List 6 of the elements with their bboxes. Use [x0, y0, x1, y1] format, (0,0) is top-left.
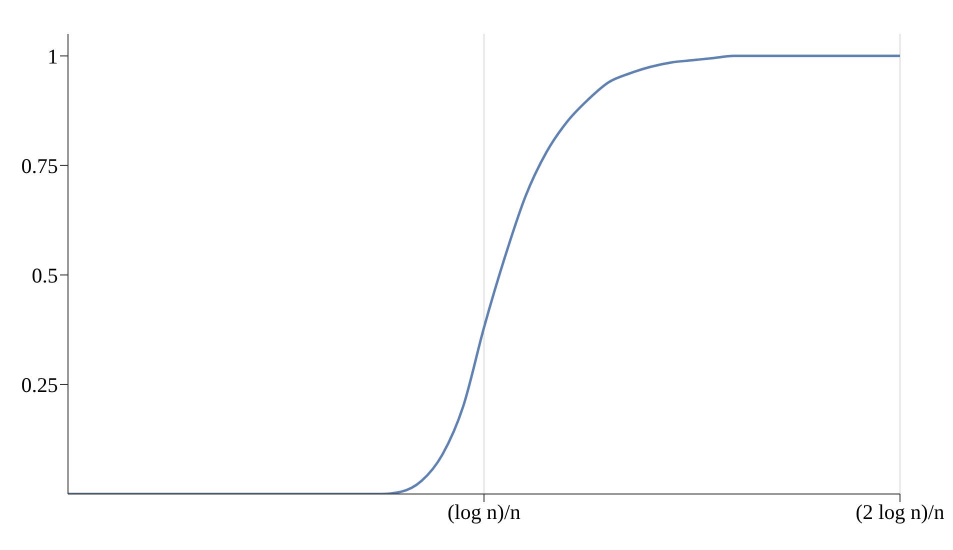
y-tick-label: 0.5 [32, 263, 58, 288]
y-tick-label: 0.25 [21, 372, 58, 397]
y-tick-label: 1 [48, 44, 58, 68]
x-tick-label: (2 log n)/n [856, 500, 945, 524]
x-tick-label: (log n)/n [448, 500, 521, 524]
y-tick-label: 0.75 [21, 154, 58, 178]
